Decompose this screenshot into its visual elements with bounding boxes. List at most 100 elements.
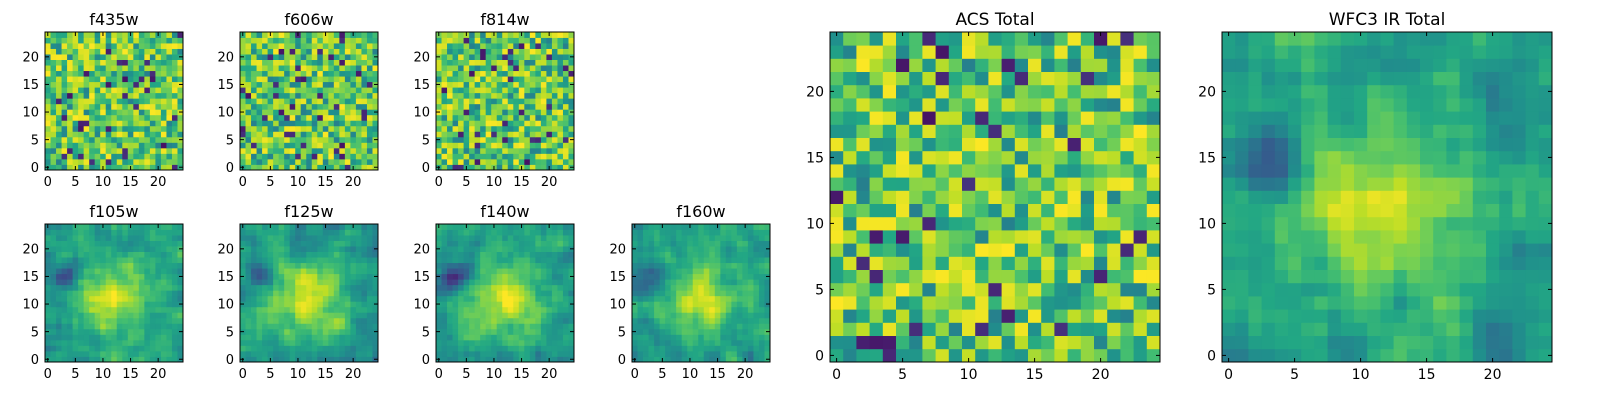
heatmap-cell: [122, 251, 129, 258]
heatmap-cell: [83, 246, 90, 252]
heatmap-cell: [166, 147, 173, 154]
heatmap-cell: [166, 284, 173, 291]
heatmap-cell: [632, 240, 638, 247]
heatmap-cell: [491, 48, 498, 55]
heatmap-cell: [709, 334, 716, 341]
heatmap-cell: [1067, 322, 1082, 336]
heatmap-cell: [245, 131, 252, 138]
heatmap-cell: [513, 290, 520, 297]
heatmap-cell: [78, 301, 85, 308]
heatmap-cell: [89, 59, 96, 66]
heatmap-cell: [56, 350, 62, 357]
heatmap-cell: [56, 317, 62, 324]
heatmap-cell: [441, 98, 448, 105]
heatmap-cell: [441, 87, 448, 94]
heatmap-cell: [988, 190, 1002, 204]
heatmap-cell: [240, 323, 246, 330]
heatmap-cell: [896, 164, 910, 178]
heatmap-cell: [648, 295, 655, 302]
heatmap-cell: [339, 328, 346, 335]
heatmap-cell: [83, 262, 90, 269]
heatmap-cell: [1028, 296, 1042, 310]
heatmap-cell: [856, 256, 870, 270]
heatmap-cell: [491, 251, 498, 258]
heatmap-cell: [562, 273, 569, 280]
heatmap-cell: [714, 301, 721, 308]
heatmap-cell: [458, 76, 464, 83]
heatmap-cell: [496, 268, 503, 275]
heatmap-cell: [458, 312, 464, 319]
heatmap-cell: [1028, 164, 1042, 178]
heatmap-cell: [144, 43, 151, 49]
heatmap-cell: [436, 323, 442, 330]
heatmap-cell: [507, 334, 514, 341]
heatmap-cell: [105, 224, 112, 230]
heatmap-cell: [882, 348, 897, 363]
heatmap-cell: [856, 348, 870, 363]
heatmap-cell: [78, 76, 85, 83]
heatmap-cell: [111, 70, 118, 77]
heatmap-cell: [339, 257, 346, 264]
heatmap-cell: [306, 323, 313, 330]
heatmap-cell: [513, 32, 520, 38]
heatmap-cell: [551, 32, 558, 38]
heatmap-cell: [643, 345, 649, 352]
heatmap-cell: [714, 290, 721, 297]
heatmap-cell: [463, 290, 470, 297]
heatmap-cell: [843, 177, 857, 191]
heatmap-cell: [149, 142, 156, 149]
heatmap-cell: [496, 81, 503, 88]
heatmap-cell: [122, 103, 129, 110]
heatmap-cell: [317, 235, 324, 241]
heatmap-cell: [171, 279, 178, 286]
heatmap-cell: [458, 65, 464, 72]
heatmap-cell: [240, 114, 246, 121]
heatmap-cell: [742, 350, 749, 357]
heatmap-cell: [100, 246, 107, 252]
heatmap-cell: [935, 216, 950, 231]
heatmap-cell: [171, 164, 178, 171]
heatmap-cell: [469, 350, 476, 357]
heatmap-cell: [491, 268, 498, 275]
heatmap-cell: [138, 87, 145, 94]
heatmap-cell: [742, 345, 749, 352]
y-tick-label: 15: [217, 270, 234, 285]
heatmap-cell: [507, 295, 514, 302]
heatmap-cell: [524, 158, 531, 165]
heatmap-cell: [83, 229, 90, 236]
heatmap-cell: [273, 142, 280, 149]
heatmap-cell: [922, 296, 936, 310]
heatmap-cell: [267, 257, 274, 264]
heatmap-cell: [105, 109, 112, 116]
heatmap-cell: [372, 295, 379, 302]
heatmap-cell: [480, 142, 487, 149]
heatmap-cell: [551, 87, 558, 94]
heatmap-cell: [975, 348, 989, 363]
heatmap-cell: [643, 301, 649, 308]
heatmap-cell: [518, 65, 525, 72]
heatmap-cell: [507, 76, 514, 83]
heatmap-cell: [45, 295, 51, 302]
heatmap-cell: [111, 312, 118, 319]
heatmap-cell: [72, 284, 79, 291]
heatmap-cell: [529, 98, 536, 105]
heatmap-cell: [447, 251, 453, 258]
heatmap-cell: [116, 120, 123, 127]
heatmap-cell: [122, 120, 129, 127]
heatmap-cell: [513, 131, 520, 138]
heatmap-cell: [856, 309, 870, 323]
heatmap-cell: [72, 54, 79, 60]
heatmap-cell: [284, 103, 291, 110]
heatmap-cell: [698, 224, 705, 230]
heatmap-cell: [328, 356, 335, 363]
heatmap-cell: [480, 224, 487, 230]
heatmap-cell: [447, 339, 453, 346]
heatmap-cell: [284, 125, 291, 132]
heatmap-cell: [72, 323, 79, 330]
heatmap-cell: [72, 76, 79, 83]
heatmap-cell: [725, 356, 732, 363]
heatmap-cell: [322, 312, 329, 319]
heatmap-cell: [502, 32, 509, 38]
heatmap-cell: [1120, 296, 1134, 310]
heatmap-cell: [731, 284, 738, 291]
